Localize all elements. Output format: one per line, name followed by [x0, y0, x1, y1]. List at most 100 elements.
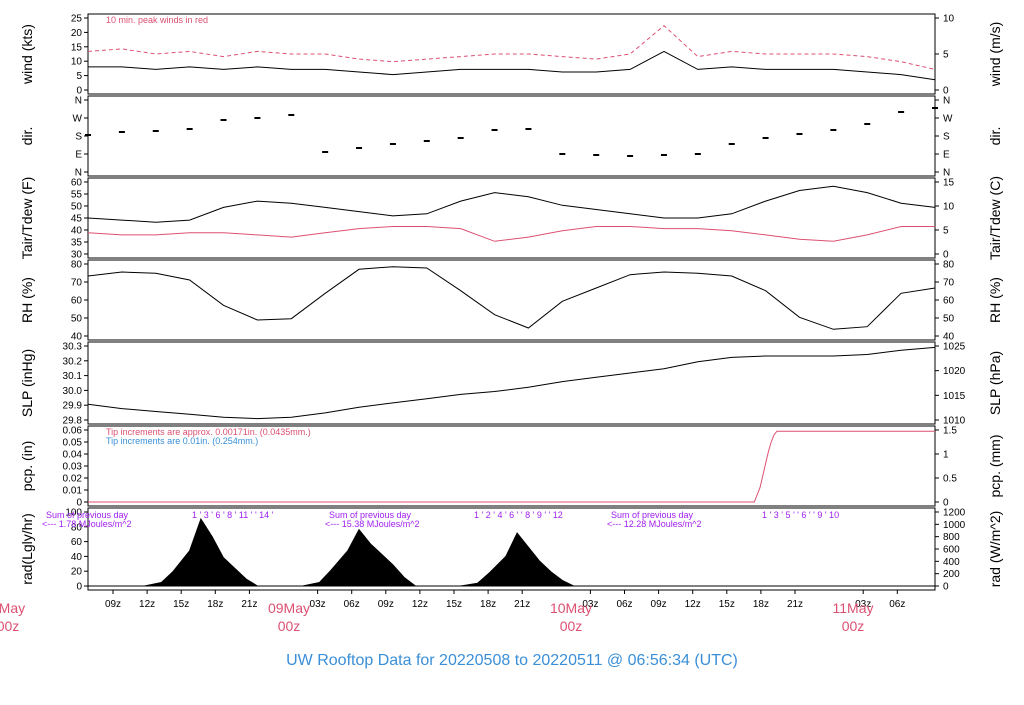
dir-point: [152, 130, 159, 132]
panel-wind: 0 5 10 15 20 25 0 5 10 wind (kts) wind (m/s) 10 min…: [19, 13, 1003, 97]
x-tick-label: 12z: [412, 599, 428, 610]
dir-point: [660, 154, 667, 156]
dir-point: [525, 128, 532, 130]
left-tick-label: 0: [76, 582, 82, 593]
panel-annotation-2: Tip increments are 0.01in. (0.254mm.): [106, 436, 258, 446]
hour-labels: 1 ' 2 ' 4 ' 6 ' ' 8 ' 9 ' ' 12: [474, 510, 563, 520]
panel-frame: [87, 259, 936, 341]
left-tick-label: 50: [71, 314, 83, 325]
dir-point: [220, 119, 227, 121]
right-tick-label: 0: [943, 250, 949, 261]
x-tick-label: 18z: [480, 599, 496, 610]
series-line-1: [87, 25, 936, 70]
right-tick-label: 800: [943, 532, 960, 543]
panel-frame: [87, 341, 936, 425]
left-tick-label: 0: [76, 86, 82, 97]
right-tick-label: 0: [943, 86, 949, 97]
left-tick-label: 0.06: [63, 426, 83, 437]
right-tick-label: 1025: [943, 342, 966, 353]
left-tick-label: 60: [71, 296, 83, 307]
left-tick-label: 50: [71, 202, 83, 213]
right-tick-label: 1020: [943, 366, 966, 377]
left-tick-label: 0.02: [63, 474, 83, 485]
right-tick-label: E: [943, 150, 950, 161]
right-tick-label: 50: [943, 314, 955, 325]
left-tick-label: 0.05: [63, 438, 83, 449]
right-tick-label: N: [943, 96, 950, 107]
right-axis-label: wind (m/s): [987, 22, 1003, 88]
dir-point: [728, 143, 735, 145]
dir-point: [898, 111, 905, 113]
right-tick-label: 40: [943, 332, 955, 343]
left-tick-label: 20: [71, 567, 83, 578]
x-tick-label: 06z: [889, 599, 905, 610]
left-tick-label: 100: [65, 508, 82, 519]
right-tick-label: 1.5: [943, 426, 957, 437]
right-tick-label: 0: [943, 498, 949, 509]
dir-point: [389, 143, 396, 145]
left-tick-label: 10: [71, 57, 83, 68]
right-tick-label: 70: [943, 278, 955, 289]
right-axis-label: SLP (hPa): [987, 351, 1003, 415]
right-axis-label: Tair/Tdew (C): [987, 176, 1003, 260]
dir-point: [694, 153, 701, 155]
right-tick-label: S: [943, 132, 950, 143]
left-tick-label: 5: [76, 71, 82, 82]
left-axis-label: RH (%): [19, 277, 35, 323]
panel-rh: 40 50 60 70 80 40 50 60 70 80 RH (%) RH (%): [19, 259, 1003, 343]
x-tick-label: 09z: [105, 599, 121, 610]
x-tick-label: 15z: [719, 599, 735, 610]
x-tick-label: 15z: [173, 599, 189, 610]
left-tick-label: 30: [71, 250, 83, 261]
radiation-area: [88, 517, 935, 587]
series-line: [87, 266, 936, 330]
right-tick-label: 5: [943, 50, 949, 61]
day-date-label: 8May: [0, 600, 25, 616]
dir-point: [627, 155, 634, 157]
sum-value: <--- 1.78 MJoules/m^2: [42, 519, 132, 529]
panel-pressure: 29.8 29.9 30.0 30.1 30.2 30.3 1010 1015 1020 1025…: [19, 341, 1003, 427]
left-tick-label: 29.9: [63, 401, 83, 412]
hour-labels: 1 ' 3 ' 6 ' 8 ' 11 ' ' 14 ': [192, 510, 274, 520]
left-tick-label: 30.0: [63, 386, 83, 397]
dir-point: [288, 114, 295, 116]
left-tick-label: N: [75, 168, 82, 179]
x-tick-label: 03z: [582, 599, 598, 610]
right-tick-label: 15: [943, 178, 955, 189]
dir-point: [762, 137, 769, 139]
left-axis-label: wind (kts): [19, 24, 35, 85]
x-tick-label: 12z: [139, 599, 155, 610]
panel-frame: [87, 177, 936, 259]
right-tick-label: 200: [943, 569, 960, 580]
right-tick-label: 10: [943, 202, 955, 213]
dir-point: [186, 128, 193, 130]
left-tick-label: E: [75, 150, 82, 161]
x-tick-label: 09z: [378, 599, 394, 610]
left-tick-label: 40: [71, 226, 83, 237]
right-tick-label: 400: [943, 557, 960, 568]
day-date-label: 10May: [550, 600, 592, 616]
right-axis-label: RH (%): [987, 277, 1003, 323]
dir-point: [356, 147, 363, 149]
x-tick-label: 21z: [787, 599, 803, 610]
right-tick-label: 1015: [943, 391, 966, 402]
right-tick-label: 0.5: [943, 474, 957, 485]
left-axis-label: rad(Lgly/hr): [19, 513, 35, 585]
right-tick-label: 1010: [943, 416, 966, 427]
left-tick-label: 15: [71, 42, 83, 53]
series-line: [88, 430, 935, 503]
right-tick-label: 0: [943, 582, 949, 593]
right-tick-label: 5: [943, 226, 949, 237]
dir-point: [322, 151, 329, 153]
dir-point: [491, 129, 498, 131]
dir-point: [254, 117, 261, 119]
left-axis-label: SLP (inHg): [19, 349, 35, 417]
left-tick-label: 29.8: [63, 416, 83, 427]
dir-point: [85, 134, 91, 136]
dir-point: [559, 153, 566, 155]
day-hour-label: 00z: [0, 618, 19, 634]
left-tick-label: 25: [71, 14, 83, 25]
day-date-label: 11May: [833, 600, 874, 616]
